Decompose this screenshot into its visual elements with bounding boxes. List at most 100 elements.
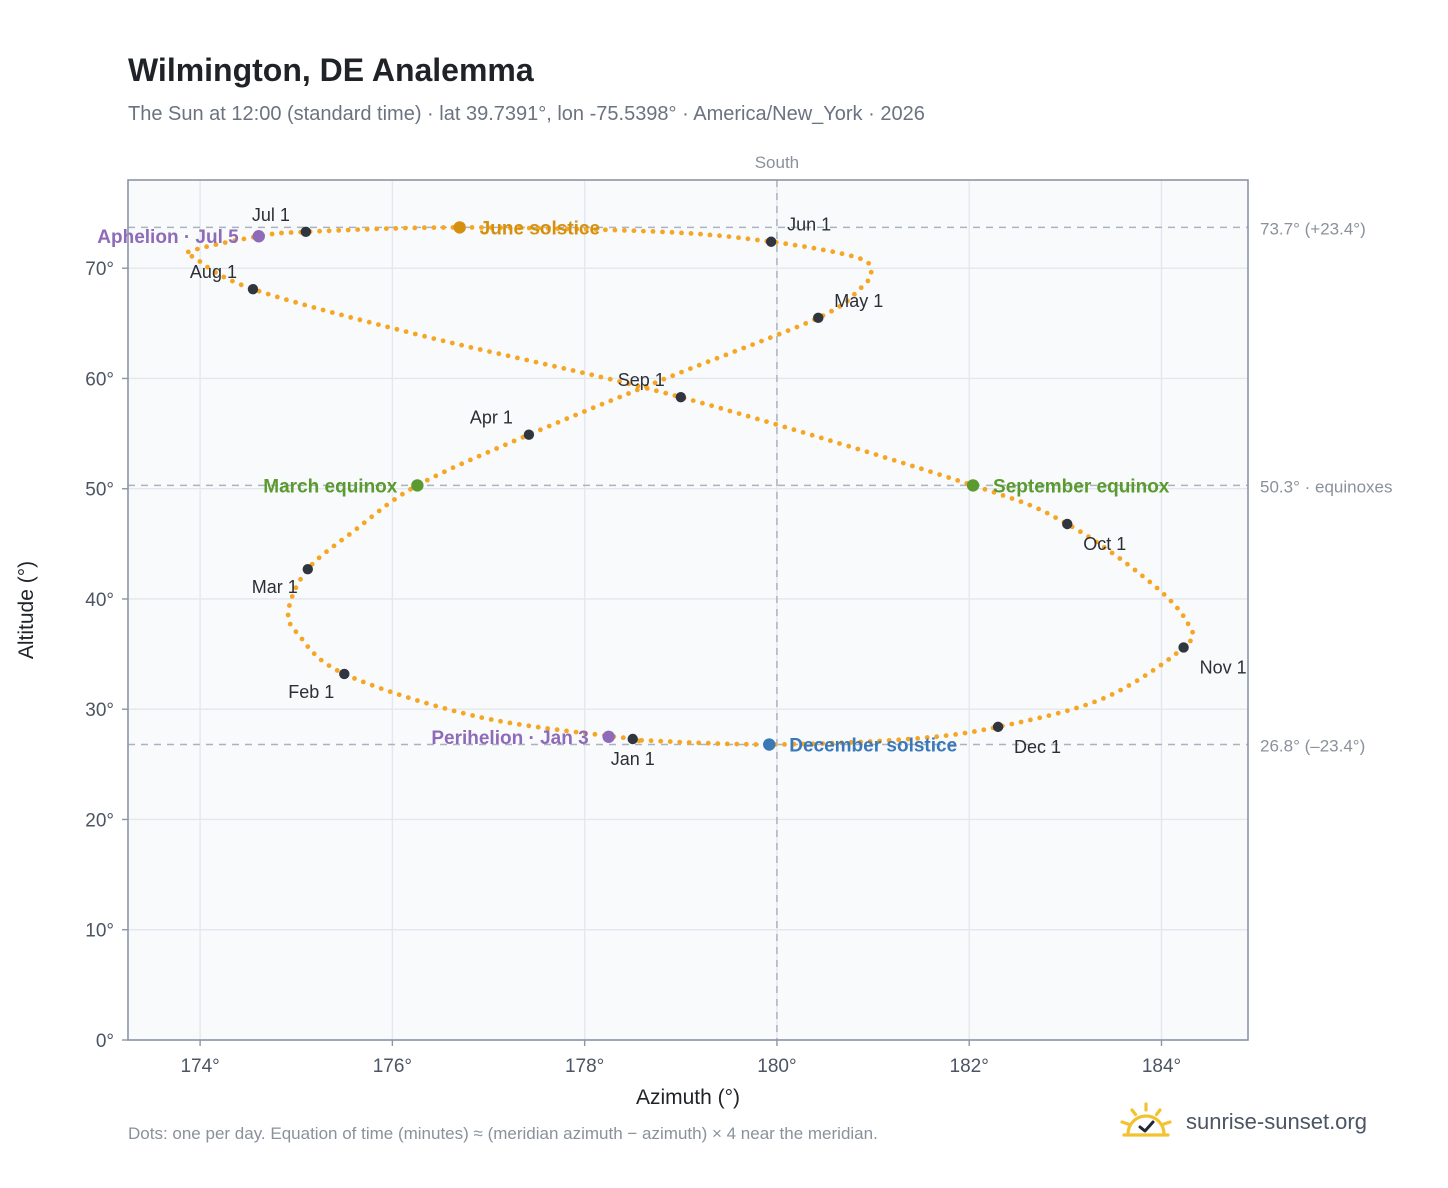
daily-sun-dot (690, 398, 696, 403)
month-marker-dot (627, 733, 638, 745)
daily-sun-dot (441, 225, 446, 230)
daily-sun-dot (1161, 592, 1167, 597)
daily-sun-dot (670, 373, 676, 379)
daily-sun-dot (794, 324, 800, 330)
daily-sun-dot (383, 226, 389, 232)
daily-sun-dot (700, 400, 705, 406)
special-point-dot (602, 730, 615, 743)
month-marker-label: Nov 1 (1200, 657, 1247, 677)
brand-logo[interactable]: sunrise-sunset.org (1120, 1101, 1367, 1142)
daily-sun-dot (442, 706, 448, 711)
daily-sun-dot (505, 353, 511, 359)
daily-sun-dot (1037, 715, 1043, 721)
y-tick-label: 30° (85, 700, 114, 721)
meridian-label: South (755, 153, 799, 172)
daily-sun-dot (750, 342, 755, 347)
daily-sun-dot (269, 231, 275, 237)
axes: 174° 176° 178° 180° 182° 184° 0° 10° 20° 30° 40° 50… (85, 259, 1181, 1077)
daily-sun-dot (839, 251, 845, 257)
daily-sun-dot (759, 338, 764, 344)
month-marker-dot (339, 668, 350, 680)
daily-sun-dot (1009, 496, 1015, 501)
daily-sun-dot (460, 710, 466, 716)
daily-sun-dot (1118, 687, 1123, 693)
daily-sun-dot (717, 233, 722, 239)
daily-sun-dot (877, 738, 883, 744)
daily-sun-dot (635, 383, 641, 389)
month-marker-dot (300, 226, 312, 238)
daily-sun-dot (707, 232, 713, 238)
special-point-dot (411, 479, 424, 492)
daily-sun-dot (403, 329, 409, 334)
daily-sun-dot (608, 398, 614, 404)
brand-name: sunrise-sunset.org (1186, 1109, 1367, 1134)
daily-sun-dot (1027, 502, 1033, 508)
month-marker-label: Feb 1 (288, 682, 334, 702)
daily-sun-dot (972, 729, 977, 734)
daily-sun-dot (776, 331, 782, 337)
daily-sun-dot (369, 682, 375, 688)
month-marker-dot (1062, 518, 1073, 530)
daily-sun-dot (287, 603, 292, 608)
daily-sun-dot (336, 228, 342, 233)
daily-sun-dot (589, 372, 595, 378)
daily-sun-dot (468, 345, 474, 350)
daily-sun-dot (422, 225, 427, 231)
daily-sun-dot (736, 235, 741, 241)
daily-sun-dot (288, 230, 294, 235)
daily-sun-dot (346, 532, 352, 537)
daily-sun-dot (324, 549, 329, 555)
daily-sun-dot (204, 244, 210, 250)
daily-sun-dot (195, 246, 200, 252)
x-tick-label: 176° (373, 1056, 412, 1077)
daily-sun-dot (1086, 534, 1091, 540)
y-tick-label: 60° (85, 369, 114, 390)
daily-sun-dot (858, 285, 864, 291)
daily-sun-dot (285, 612, 291, 618)
daily-sun-dot (650, 229, 656, 234)
special-point-dot (763, 738, 776, 751)
daily-sun-dot (442, 469, 447, 475)
daily-sun-dot (1190, 629, 1195, 635)
daily-sun-dot (412, 331, 418, 337)
daily-sun-dot (564, 728, 569, 734)
daily-sun-dot (440, 338, 446, 344)
daily-sun-dot (274, 294, 280, 300)
chart-title: Wilmington, DE Analemma (128, 52, 534, 88)
daily-sun-dot (845, 298, 850, 304)
daily-sun-dot (582, 409, 587, 414)
daily-sun-dot (402, 225, 408, 231)
daily-sun-dot (498, 718, 503, 724)
daily-sun-dot (1018, 499, 1024, 505)
daily-sun-dot (1028, 717, 1033, 723)
daily-sun-dot (339, 537, 344, 543)
daily-sun-dot (564, 226, 570, 232)
daily-sun-dot (422, 333, 427, 339)
special-point-dot (252, 230, 265, 243)
daily-sun-dot (299, 636, 305, 642)
daily-sun-dot (1074, 705, 1079, 711)
daily-sun-dot (953, 732, 958, 737)
month-marker-label: Sep 1 (618, 370, 665, 390)
daily-sun-dot (755, 237, 760, 243)
daily-sun-dot (1126, 683, 1132, 688)
month-marker-label: Apr 1 (470, 408, 513, 428)
daily-sun-dot (937, 472, 942, 477)
daily-sun-dot (882, 455, 888, 460)
special-points: June solstice December solstice March equi… (97, 218, 1170, 756)
daily-sun-dot (555, 420, 561, 425)
daily-sun-dot (991, 489, 997, 495)
daily-sun-dot (915, 736, 921, 741)
daily-sun-dot (855, 446, 861, 452)
daily-sun-dot (385, 324, 390, 330)
daily-sun-dot (858, 256, 863, 262)
daily-sun-dot (900, 460, 906, 466)
y-axis-label: Altitude (°) (15, 561, 38, 659)
daily-sun-dot (393, 226, 399, 231)
daily-sun-dot (830, 249, 836, 255)
daily-sun-dot (317, 228, 322, 234)
reference-line-label: 26.8° (–23.4°) (1260, 737, 1365, 756)
month-marker-label: Mar 1 (252, 577, 298, 597)
daily-sun-dot (686, 740, 692, 745)
daily-sun-dot (631, 228, 637, 234)
